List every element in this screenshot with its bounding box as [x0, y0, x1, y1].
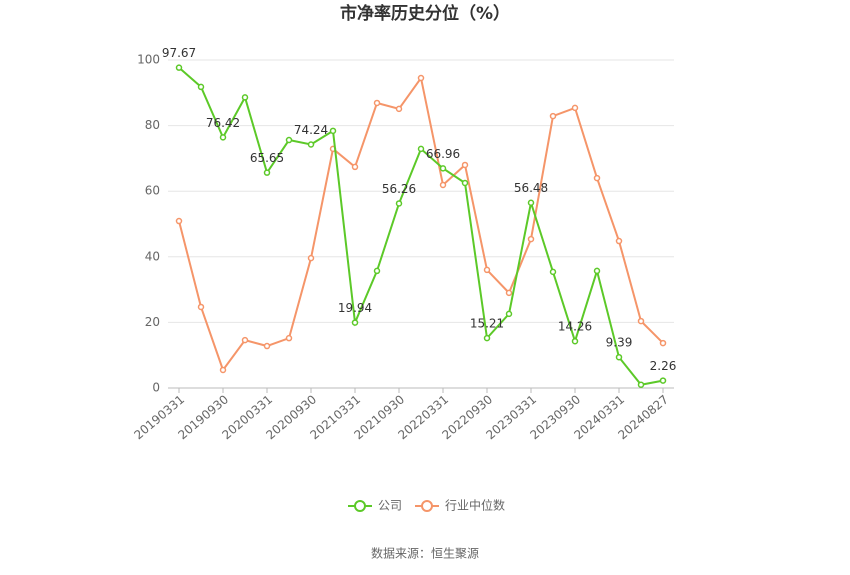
point — [263, 342, 271, 350]
point — [571, 337, 579, 345]
point — [395, 105, 403, 113]
point — [241, 336, 249, 344]
point — [549, 112, 557, 120]
y-tick-label: 40 — [145, 249, 160, 263]
y-tick-label: 60 — [145, 184, 160, 198]
point — [373, 267, 381, 275]
point — [461, 179, 469, 187]
point — [395, 200, 403, 207]
point — [351, 319, 359, 326]
legend-label: 行业中位数 — [445, 498, 505, 513]
point — [637, 381, 645, 388]
point — [417, 145, 425, 153]
legend-label: 公司 — [378, 499, 402, 513]
data-label: 76.42 — [206, 116, 240, 130]
point — [307, 141, 315, 148]
point — [505, 289, 513, 297]
y-tick-label: 100 — [137, 53, 160, 67]
data-label: 56.26 — [382, 182, 416, 196]
point — [175, 217, 183, 225]
data-label: 2.26 — [650, 359, 677, 373]
point — [659, 377, 667, 384]
data-label: 65.65 — [250, 151, 284, 165]
point — [351, 163, 359, 171]
point — [263, 169, 271, 176]
point — [637, 317, 645, 325]
point — [307, 254, 315, 262]
data-label: 56.48 — [514, 181, 548, 195]
data-label: 14.26 — [558, 320, 592, 334]
point — [373, 99, 381, 107]
point — [219, 366, 227, 374]
point — [615, 353, 623, 361]
point — [527, 235, 535, 243]
point — [417, 74, 425, 82]
y-tick-label: 0 — [152, 381, 160, 395]
y-tick-label: 80 — [145, 118, 160, 132]
series-line — [178, 66, 664, 386]
point — [659, 339, 667, 347]
point — [527, 199, 535, 206]
point — [483, 266, 491, 274]
point — [593, 267, 601, 275]
data-label: 15.21 — [470, 317, 504, 331]
data-label: 66.96 — [426, 147, 460, 161]
point — [571, 104, 579, 112]
point — [439, 181, 447, 189]
point — [483, 334, 491, 342]
legend-marker — [421, 500, 433, 512]
data-label: 9.39 — [606, 336, 633, 350]
legend-marker — [354, 500, 366, 512]
point — [241, 94, 249, 101]
point — [439, 165, 447, 172]
point — [219, 134, 227, 141]
point — [285, 334, 293, 342]
data-label: 19.94 — [338, 301, 372, 315]
chart-title: 市净率历史分位（%） — [340, 3, 510, 24]
data-label: 74.24 — [294, 123, 328, 137]
data-label: 97.67 — [162, 46, 196, 60]
y-tick-label: 20 — [145, 315, 160, 329]
point — [175, 64, 183, 71]
point — [197, 83, 205, 91]
point — [197, 303, 205, 311]
point — [505, 310, 513, 318]
point — [461, 161, 469, 169]
point — [549, 268, 557, 276]
point — [329, 127, 337, 135]
point — [593, 174, 601, 182]
source-note: 数据来源：恒生聚源 — [371, 546, 479, 561]
point — [615, 237, 623, 245]
point — [285, 136, 293, 144]
